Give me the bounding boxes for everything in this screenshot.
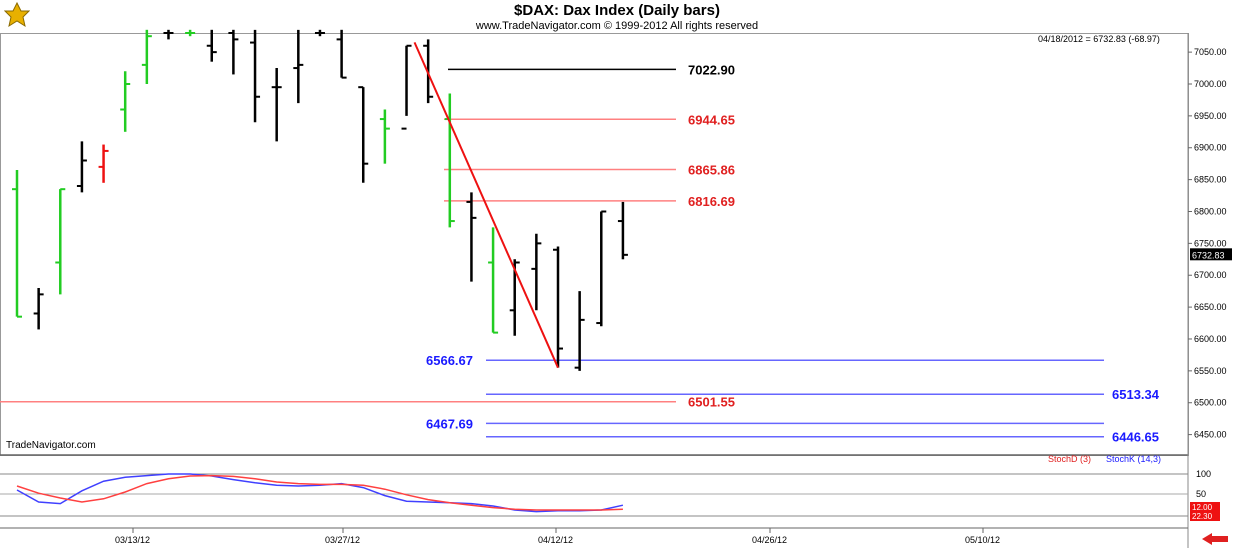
ohlc-bar [163, 29, 174, 40]
ohlc-bar [98, 144, 109, 183]
ohlc-bar [596, 210, 607, 327]
stoch-d-value: 12.00 [1192, 503, 1213, 512]
price-tick-label: 6950.00 [1194, 111, 1227, 121]
ohlc-bar [574, 291, 585, 371]
price-tick-label: 6550.00 [1194, 366, 1227, 376]
price-tick-label: 6800.00 [1194, 206, 1227, 216]
stoch-k-line [16, 473, 624, 513]
fib-level-label: 7022.90 [688, 62, 735, 77]
target-level-label: 6513.34 [1112, 387, 1160, 402]
date-tick-label: 04/12/12 [538, 535, 573, 545]
ohlc-bar [206, 29, 217, 62]
target-level-label: 6566.67 [426, 353, 473, 368]
price-tick-label: 6450.00 [1194, 430, 1227, 440]
stoch-tick-label: 100 [1196, 469, 1211, 479]
fib-level-label: 6501.55 [688, 395, 735, 410]
date-tick-label: 03/13/12 [115, 535, 150, 545]
fib-level-label: 6944.65 [688, 112, 735, 127]
ohlc-bar [141, 29, 152, 84]
ohlc-bar [401, 44, 412, 130]
price-tick-label: 7050.00 [1194, 47, 1227, 57]
price-tick-label: 7000.00 [1194, 79, 1227, 89]
price-panel-frame [0, 33, 1189, 456]
ohlc-bar [488, 227, 499, 334]
ohlc-bar [509, 259, 520, 336]
stoch-k-legend: StochK (14,3) [1106, 454, 1161, 464]
price-tick-label: 6700.00 [1194, 270, 1227, 280]
stoch-k-value-box [1190, 511, 1220, 521]
stoch-k-value: 22.30 [1192, 512, 1213, 521]
fib-level-label: 6865.86 [688, 163, 735, 178]
target-level-label: 6467.69 [426, 416, 473, 431]
ohlc-bar [228, 29, 239, 75]
fib-level-label: 6816.69 [688, 194, 735, 209]
date-tick-label: 03/27/12 [325, 535, 360, 545]
ohlc-bar [271, 68, 282, 142]
price-tick-label: 6500.00 [1194, 398, 1227, 408]
ohlc-bar [250, 29, 261, 123]
price-tick-label: 6900.00 [1194, 143, 1227, 153]
chart-copyright: www.TradeNavigator.com © 1999-2012 All r… [475, 20, 759, 32]
current-price-box [1190, 248, 1232, 261]
stoch-d-legend: StochD (3) [1048, 454, 1091, 464]
price-info: 04/18/2012 = 6732.83 (-68.97) [1038, 34, 1160, 44]
ohlc-bar [553, 246, 563, 368]
ohlc-bar [336, 29, 347, 79]
price-tick-label: 6750.00 [1194, 238, 1227, 248]
target-level-label: 6446.65 [1112, 430, 1159, 445]
ohlc-bar [76, 141, 87, 193]
price-tick-label: 6650.00 [1194, 302, 1227, 312]
stoch-tick-label: 50 [1196, 489, 1206, 499]
ohlc-bar [358, 86, 369, 183]
ohlc-bar [314, 29, 325, 37]
ohlc-bar [379, 109, 390, 164]
ohlc-bar [55, 188, 66, 295]
trend-line [413, 41, 559, 369]
ohlc-bar [531, 233, 542, 311]
scroll-left-arrow-icon[interactable] [1200, 532, 1230, 546]
price-tick-label: 6850.00 [1194, 175, 1227, 185]
ohlc-bar [617, 201, 628, 260]
ohlc-bar [33, 287, 44, 330]
date-tick-label: 04/26/12 [752, 535, 787, 545]
stoch-d-line [16, 474, 623, 511]
current-price-label: 6732.83 [1192, 250, 1225, 260]
ohlc-bar [12, 170, 22, 318]
stoch-d-value-box [1190, 502, 1220, 512]
chart-title: $DAX: Dax Index (Daily bars) [514, 2, 720, 19]
ohlc-bar [466, 192, 477, 282]
date-tick-label: 05/10/12 [965, 535, 1000, 545]
ohlc-bar [185, 29, 196, 37]
brand-label: TradeNavigator.com [6, 440, 96, 451]
trade-navigator-logo-icon [3, 1, 31, 28]
ohlc-bar [120, 71, 131, 132]
price-tick-label: 6600.00 [1194, 334, 1227, 344]
ohlc-bar [293, 29, 304, 104]
